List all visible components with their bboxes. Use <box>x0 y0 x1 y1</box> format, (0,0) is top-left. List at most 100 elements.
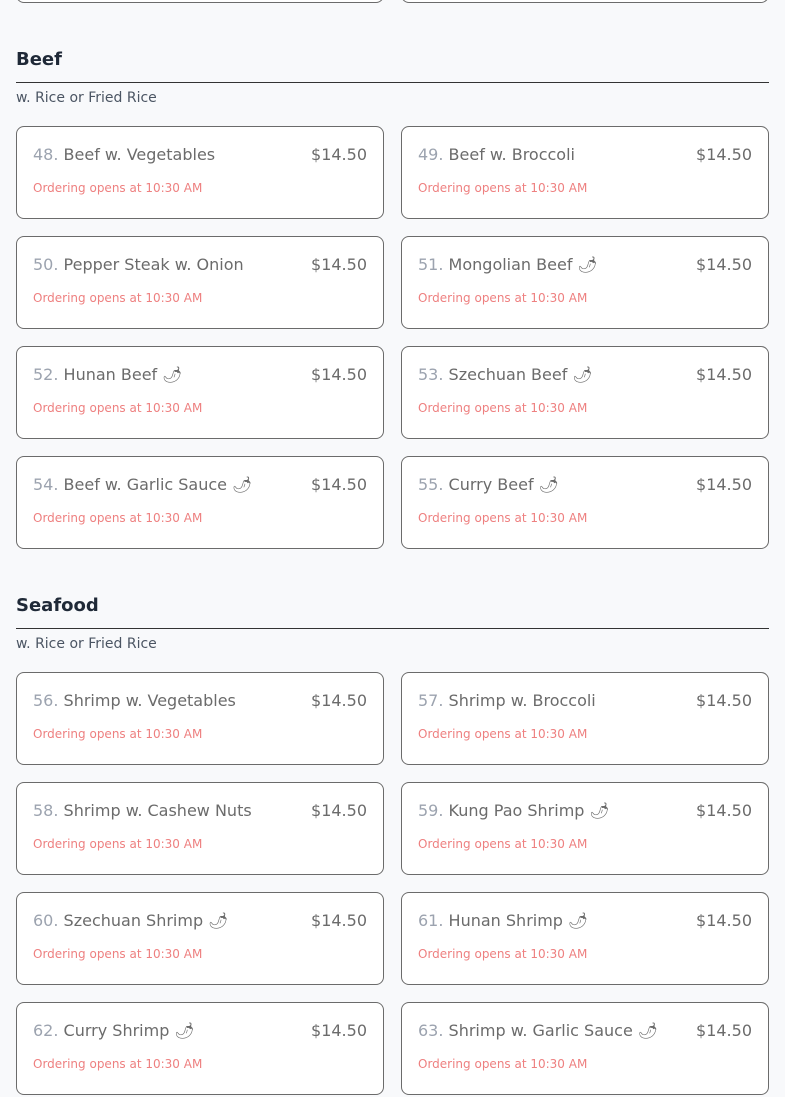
section-subtitle: w. Rice or Fried Rice <box>16 636 157 652</box>
menu-item-card[interactable]: 60. Szechuan Shrimp 🌶 $14.50 Ordering ope… <box>16 892 384 985</box>
spicy-icon: 🌶 <box>589 801 610 820</box>
item-name: Shrimp w. Garlic Sauce <box>448 1021 633 1040</box>
ordering-status: Ordering opens at 10:30 AM <box>33 181 203 195</box>
ordering-status: Ordering opens at 10:30 AM <box>418 727 588 741</box>
menu-item-card-partial[interactable] <box>16 0 384 3</box>
item-number: 51. <box>418 255 444 274</box>
menu: Beef w. Rice or Fried Rice 48. Beef w. V… <box>16 0 769 1095</box>
item-title: 63. Shrimp w. Garlic Sauce 🌶 <box>418 1020 658 1042</box>
item-title: 56. Shrimp w. Vegetables <box>33 690 236 712</box>
spicy-icon: 🌶 <box>232 475 253 494</box>
item-price: $14.50 <box>311 365 367 384</box>
items-grid: 56. Shrimp w. Vegetables $14.50 Ordering … <box>16 672 769 1095</box>
ordering-status: Ordering opens at 10:30 AM <box>418 291 588 305</box>
item-number: 55. <box>418 475 444 494</box>
item-name: Beef w. Vegetables <box>63 145 216 164</box>
ordering-status: Ordering opens at 10:30 AM <box>33 1057 203 1071</box>
item-price: $14.50 <box>311 475 367 494</box>
item-number: 54. <box>33 475 59 494</box>
section-title: Beef <box>16 49 62 70</box>
menu-item-card[interactable]: 58. Shrimp w. Cashew Nuts $14.50 Ordering… <box>16 782 384 875</box>
menu-item-card[interactable]: 51. Mongolian Beef 🌶 $14.50 Ordering open… <box>401 236 769 329</box>
ordering-status: Ordering opens at 10:30 AM <box>418 511 588 525</box>
item-name: Shrimp w. Vegetables <box>63 691 236 710</box>
item-number: 61. <box>418 911 444 930</box>
ordering-status: Ordering opens at 10:30 AM <box>33 511 203 525</box>
item-number: 53. <box>418 365 444 384</box>
item-price: $14.50 <box>696 475 752 494</box>
ordering-status: Ordering opens at 10:30 AM <box>33 401 203 415</box>
item-name: Beef w. Broccoli <box>448 145 575 164</box>
item-title: 51. Mongolian Beef 🌶 <box>418 254 598 276</box>
item-title: 61. Hunan Shrimp 🌶 <box>418 910 588 932</box>
item-number: 56. <box>33 691 59 710</box>
item-number: 58. <box>33 801 59 820</box>
ordering-status: Ordering opens at 10:30 AM <box>418 181 588 195</box>
item-name: Shrimp w. Broccoli <box>448 691 596 710</box>
item-title: 49. Beef w. Broccoli <box>418 144 575 166</box>
menu-item-card-partial[interactable] <box>401 0 769 3</box>
ordering-status: Ordering opens at 10:30 AM <box>418 401 588 415</box>
item-price: $14.50 <box>696 801 752 820</box>
item-title: 55. Curry Beef 🌶 <box>418 474 559 496</box>
spicy-icon: 🌶 <box>577 255 598 274</box>
previous-section-cards <box>16 0 769 3</box>
item-price: $14.50 <box>696 691 752 710</box>
item-price: $14.50 <box>311 801 367 820</box>
item-number: 49. <box>418 145 444 164</box>
item-number: 52. <box>33 365 59 384</box>
item-name: Hunan Shrimp <box>448 911 563 930</box>
item-price: $14.50 <box>696 365 752 384</box>
item-price: $14.50 <box>696 255 752 274</box>
item-number: 57. <box>418 691 444 710</box>
item-price: $14.50 <box>311 911 367 930</box>
item-title: 57. Shrimp w. Broccoli <box>418 690 596 712</box>
spicy-icon: 🌶 <box>538 475 559 494</box>
item-name: Curry Beef <box>448 475 534 494</box>
item-name: Kung Pao Shrimp <box>448 801 585 820</box>
item-price: $14.50 <box>311 691 367 710</box>
menu-item-card[interactable]: 53. Szechuan Beef 🌶 $14.50 Ordering opens… <box>401 346 769 439</box>
item-price: $14.50 <box>311 145 367 164</box>
item-price: $14.50 <box>311 1021 367 1040</box>
item-price: $14.50 <box>311 255 367 274</box>
menu-item-card[interactable]: 49. Beef w. Broccoli $14.50 Ordering open… <box>401 126 769 219</box>
item-price: $14.50 <box>696 911 752 930</box>
item-title: 53. Szechuan Beef 🌶 <box>418 364 593 386</box>
menu-item-card[interactable]: 55. Curry Beef 🌶 $14.50 Ordering opens at… <box>401 456 769 549</box>
item-price: $14.50 <box>696 145 752 164</box>
section-title: Seafood <box>16 595 99 616</box>
item-name: Mongolian Beef <box>448 255 573 274</box>
menu-section-beef: Beef w. Rice or Fried Rice 48. Beef w. V… <box>16 49 769 549</box>
spicy-icon: 🌶 <box>162 365 183 384</box>
item-title: 54. Beef w. Garlic Sauce 🌶 <box>33 474 252 496</box>
divider <box>16 628 769 629</box>
menu-item-card[interactable]: 59. Kung Pao Shrimp 🌶 $14.50 Ordering ope… <box>401 782 769 875</box>
menu-item-card[interactable]: 56. Shrimp w. Vegetables $14.50 Ordering … <box>16 672 384 765</box>
item-number: 59. <box>418 801 444 820</box>
item-number: 60. <box>33 911 59 930</box>
menu-item-card[interactable]: 52. Hunan Beef 🌶 $14.50 Ordering opens at… <box>16 346 384 439</box>
item-name: Beef w. Garlic Sauce <box>63 475 228 494</box>
item-title: 52. Hunan Beef 🌶 <box>33 364 183 386</box>
ordering-status: Ordering opens at 10:30 AM <box>418 837 588 851</box>
menu-item-card[interactable]: 57. Shrimp w. Broccoli $14.50 Ordering op… <box>401 672 769 765</box>
ordering-status: Ordering opens at 10:30 AM <box>33 727 203 741</box>
menu-item-card[interactable]: 61. Hunan Shrimp 🌶 $14.50 Ordering opens … <box>401 892 769 985</box>
item-name: Hunan Beef <box>63 365 158 384</box>
spicy-icon: 🌶 <box>174 1021 195 1040</box>
items-grid: 48. Beef w. Vegetables $14.50 Ordering op… <box>16 126 769 549</box>
menu-item-card[interactable]: 63. Shrimp w. Garlic Sauce 🌶 $14.50 Order… <box>401 1002 769 1095</box>
spicy-icon: 🌶 <box>572 365 593 384</box>
menu-item-card[interactable]: 54. Beef w. Garlic Sauce 🌶 $14.50 Orderin… <box>16 456 384 549</box>
menu-item-card[interactable]: 62. Curry Shrimp 🌶 $14.50 Ordering opens … <box>16 1002 384 1095</box>
item-title: 58. Shrimp w. Cashew Nuts <box>33 800 252 822</box>
spicy-icon: 🌶 <box>568 911 589 930</box>
item-name: Szechuan Beef <box>448 365 568 384</box>
menu-item-card[interactable]: 50. Pepper Steak w. Onion $14.50 Ordering… <box>16 236 384 329</box>
item-number: 50. <box>33 255 59 274</box>
menu-item-card[interactable]: 48. Beef w. Vegetables $14.50 Ordering op… <box>16 126 384 219</box>
item-title: 62. Curry Shrimp 🌶 <box>33 1020 195 1042</box>
ordering-status: Ordering opens at 10:30 AM <box>418 947 588 961</box>
spicy-icon: 🌶 <box>208 911 229 930</box>
